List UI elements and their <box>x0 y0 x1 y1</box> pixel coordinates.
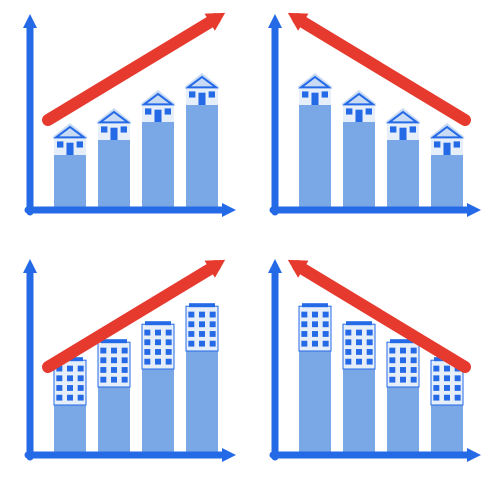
bar <box>431 155 463 210</box>
bar <box>54 155 86 210</box>
real-estate-chart-0 <box>10 10 240 240</box>
bar <box>299 351 331 455</box>
chart-panel-house-down <box>255 10 490 245</box>
tower-icon <box>387 339 419 387</box>
bar <box>98 387 130 455</box>
real-estate-chart-3 <box>255 255 485 485</box>
bar <box>387 140 419 210</box>
chart-grid <box>0 0 500 500</box>
tower-icon <box>98 339 130 387</box>
real-estate-chart-2 <box>10 255 240 485</box>
real-estate-chart-1 <box>255 10 485 240</box>
bar <box>343 122 375 210</box>
bar <box>299 105 331 210</box>
tower-icon <box>343 321 375 369</box>
bar <box>98 140 130 210</box>
bar <box>186 105 218 210</box>
chart-panel-tower-down <box>255 255 490 490</box>
chart-panel-tower-up <box>10 255 245 490</box>
bar <box>387 387 419 455</box>
bar <box>142 122 174 210</box>
tower-icon <box>299 303 331 351</box>
chart-panel-house-up <box>10 10 245 245</box>
bar <box>142 369 174 455</box>
bar <box>343 369 375 455</box>
bar <box>431 405 463 455</box>
bar <box>186 351 218 455</box>
tower-icon <box>186 303 218 351</box>
bar <box>54 405 86 455</box>
tower-icon <box>142 321 174 369</box>
